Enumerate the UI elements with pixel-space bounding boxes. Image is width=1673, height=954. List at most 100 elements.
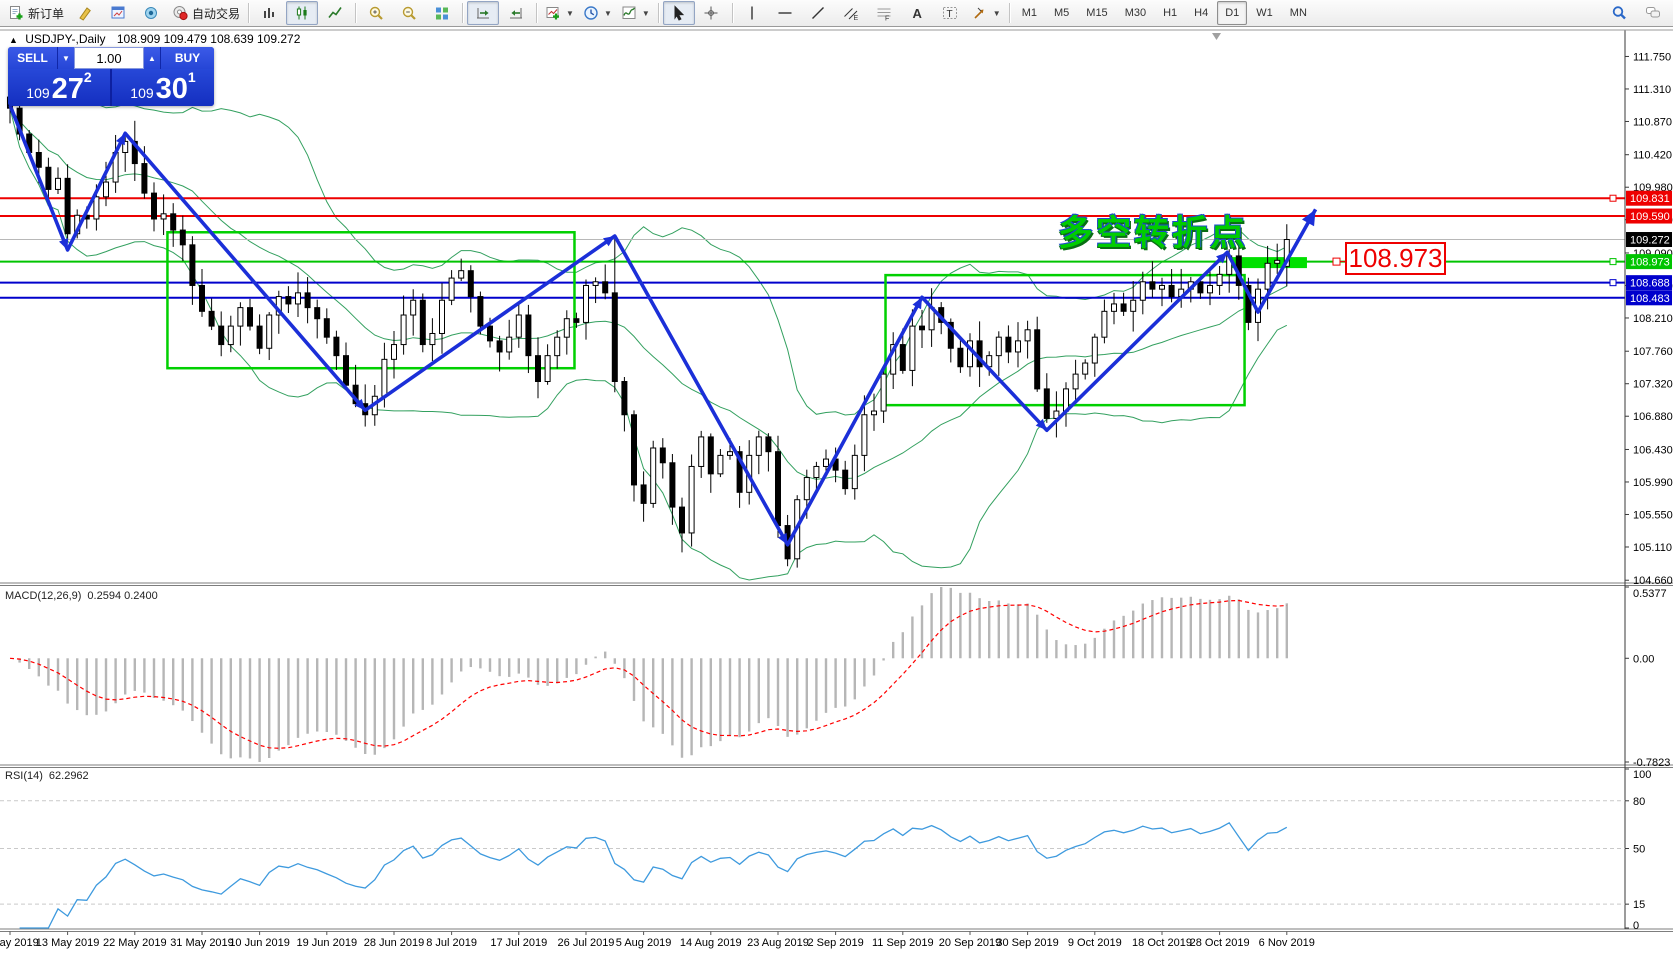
timeframe-h4-button[interactable]: H4 xyxy=(1194,7,1209,19)
chart-ohlc-values: 108.909 109.479 108.639 109.272 xyxy=(116,32,301,46)
market-watch-button[interactable] xyxy=(102,1,134,25)
toolbar-separator xyxy=(657,3,659,23)
line-selection-marker[interactable] xyxy=(1609,194,1617,202)
svg-text:107.320: 107.320 xyxy=(1633,379,1673,391)
line-selection-marker[interactable] xyxy=(1609,258,1617,266)
svg-text:50: 50 xyxy=(1633,844,1645,856)
svg-text:0: 0 xyxy=(1633,920,1639,932)
svg-text:106.880: 106.880 xyxy=(1633,411,1673,423)
search-button[interactable] xyxy=(1603,1,1635,25)
autotrading-icon xyxy=(173,6,188,21)
svg-text:108.973: 108.973 xyxy=(1630,257,1670,269)
price-label-108.688 xyxy=(1626,275,1672,291)
equidistant-channel-button[interactable]: E xyxy=(836,1,868,25)
periods-button-dropdown-icon[interactable]: ▼ xyxy=(603,8,612,18)
styler-button[interactable] xyxy=(69,1,101,25)
price-level-callout[interactable]: 108.973 xyxy=(1345,242,1446,275)
macd-histogram xyxy=(18,587,1289,762)
toolbar-separator xyxy=(1008,3,1010,23)
toolbar-separator xyxy=(731,3,733,23)
text-button[interactable]: A xyxy=(902,1,934,25)
chart-shift-marker[interactable] xyxy=(1212,33,1221,40)
arrows-icon xyxy=(974,7,984,19)
fibonacci-button[interactable]: F xyxy=(869,1,901,25)
symbol-collapse-icon[interactable]: ▲ xyxy=(9,35,18,45)
line-chart-button[interactable] xyxy=(319,1,351,25)
timeframe-h1-button[interactable]: H1 xyxy=(1163,7,1178,19)
buy-button[interactable]: BUY xyxy=(160,47,214,69)
timeframe-m30-button[interactable]: M30 xyxy=(1124,7,1147,19)
periods-icon xyxy=(584,6,598,20)
chat-button[interactable] xyxy=(1637,1,1669,25)
sell-button[interactable]: SELL xyxy=(8,47,58,69)
chart-ohlc-header: ▲ USDJPY-,Daily 108.909 109.479 108.639 … xyxy=(9,32,300,46)
toolbar-separator xyxy=(355,3,357,23)
new-chart-button[interactable]: ▼ xyxy=(541,1,578,25)
horizontal-line-objects[interactable] xyxy=(0,197,1625,299)
tile-windows-icon xyxy=(435,7,448,20)
tile-windows-button[interactable] xyxy=(426,1,458,25)
volume-input[interactable] xyxy=(74,47,144,69)
toolbar-separator xyxy=(248,3,250,23)
turning-point-annotation[interactable]: 多空转折点 xyxy=(1058,214,1249,253)
bar-chart-button[interactable] xyxy=(253,1,285,25)
candlesticks xyxy=(7,88,1290,568)
callout-anchor-marker[interactable] xyxy=(1332,257,1341,266)
rectangle-object-1[interactable] xyxy=(166,231,576,370)
signals-button[interactable] xyxy=(135,1,167,25)
volume-increase-button[interactable]: ▲ xyxy=(144,47,160,69)
cursor-button[interactable] xyxy=(662,1,695,25)
svg-text:105.110: 105.110 xyxy=(1633,542,1672,554)
svg-text:109.590: 109.590 xyxy=(1630,211,1670,223)
sell-price-prefix: 109 xyxy=(26,85,50,101)
buy-price-prefix: 109 xyxy=(130,85,154,101)
vertical-line-button[interactable] xyxy=(737,1,769,25)
crosshair-icon xyxy=(704,6,718,20)
svg-text:105.990: 105.990 xyxy=(1633,477,1673,489)
line-selection-marker[interactable] xyxy=(1609,279,1617,287)
svg-text:0.5377: 0.5377 xyxy=(1633,588,1667,600)
sell-price-display[interactable]: 109 27 2 xyxy=(8,69,112,106)
autotrading-button-label: 自动交易 xyxy=(192,6,241,21)
svg-text:108.483: 108.483 xyxy=(1630,293,1670,305)
arrows-button-dropdown-icon[interactable]: ▼ xyxy=(992,8,1001,18)
price-label-108.973 xyxy=(1626,254,1672,270)
svg-text:23 Aug 2019: 23 Aug 2019 xyxy=(747,937,809,949)
timeframe-m15-button[interactable]: M15 xyxy=(1086,7,1108,19)
horizontal-line-button[interactable] xyxy=(770,1,802,25)
timeframe-d1-button[interactable]: D1 xyxy=(1217,1,1248,25)
autotrading-button[interactable]: 自动交易 xyxy=(168,1,244,25)
styler-icon xyxy=(78,7,91,21)
vline-icon xyxy=(751,6,753,20)
new-chart-button-dropdown-icon[interactable]: ▼ xyxy=(566,8,574,18)
svg-text:13 May 2019: 13 May 2019 xyxy=(36,937,100,949)
buy-price-display[interactable]: 109 30 1 xyxy=(112,69,214,106)
timeframe-m1-button[interactable]: M1 xyxy=(1021,7,1037,19)
zoom-in-button[interactable] xyxy=(360,1,392,25)
volume-decrease-button[interactable]: ▼ xyxy=(58,47,74,69)
auto-scroll-button[interactable] xyxy=(467,1,500,25)
price-axis-ticks: 111.750111.310110.870110.420109.980109.5… xyxy=(1625,51,1673,587)
main-toolbar: 新订单 自动交易 ▼ ▼ ▼ E F A T ▼ M1 M5 M15 M30 H1 H4 D1 W1 MN xyxy=(0,0,1673,27)
macd-signal-line xyxy=(9,599,1287,749)
trendline-button[interactable] xyxy=(803,1,835,25)
svg-text:109.272: 109.272 xyxy=(1630,235,1670,247)
new-order-button[interactable]: 新订单 xyxy=(4,1,68,25)
text-label-button[interactable]: T xyxy=(935,1,967,25)
indicators-button-dropdown-icon[interactable]: ▼ xyxy=(641,8,650,18)
zoom-out-button[interactable] xyxy=(393,1,425,25)
trend-arrows[interactable] xyxy=(8,104,1318,547)
timeframe-w1-button[interactable]: W1 xyxy=(1256,7,1273,19)
indicators-button[interactable]: ▼ xyxy=(617,1,654,25)
arrows-button[interactable]: ▼ xyxy=(968,1,1005,25)
svg-text:11 Sep 2019: 11 Sep 2019 xyxy=(872,937,934,949)
chart-shift-button[interactable] xyxy=(500,1,532,25)
search-icon xyxy=(1612,6,1626,20)
timeframe-m5-button[interactable]: M5 xyxy=(1054,7,1070,19)
svg-text:F: F xyxy=(885,16,889,22)
crosshair-button[interactable] xyxy=(696,1,728,25)
candlestick-chart-button[interactable] xyxy=(286,1,319,25)
timeframe-mn-button[interactable]: MN xyxy=(1289,7,1307,19)
periods-button[interactable]: ▼ xyxy=(579,1,616,25)
